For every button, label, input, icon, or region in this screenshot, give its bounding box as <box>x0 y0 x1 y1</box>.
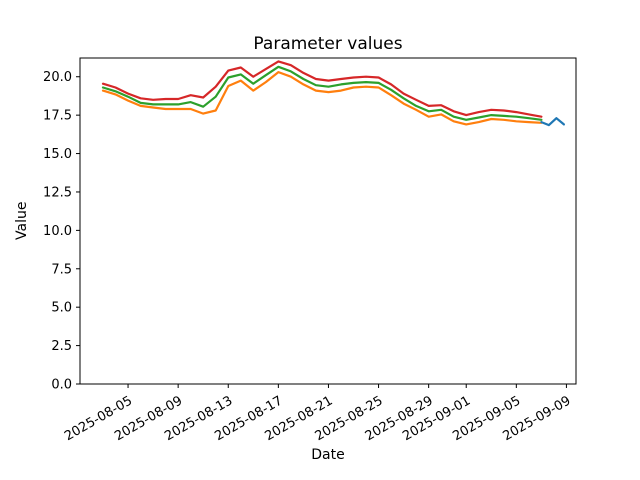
y-tick-label: 10.0 <box>43 224 72 239</box>
y-tick-label: 15.0 <box>43 147 72 162</box>
y-tick-label: 12.5 <box>43 185 72 200</box>
blue-observed-line <box>540 117 566 127</box>
y-tick-label: 5.0 <box>51 301 72 316</box>
orange-parameter-line <box>101 70 543 126</box>
y-tick-label: 17.5 <box>43 109 72 124</box>
y-tick-label: 2.5 <box>51 339 72 354</box>
green-parameter-line <box>101 65 543 121</box>
y-tick-label: 20.0 <box>43 70 72 85</box>
red-parameter-line <box>101 60 543 118</box>
axes-spines <box>79 57 577 385</box>
y-tick-label: 7.5 <box>51 262 72 277</box>
x-axis-label: Date <box>311 447 345 463</box>
y-tick-label: 0.0 <box>51 378 72 393</box>
chart-title: Parameter values <box>253 34 403 54</box>
